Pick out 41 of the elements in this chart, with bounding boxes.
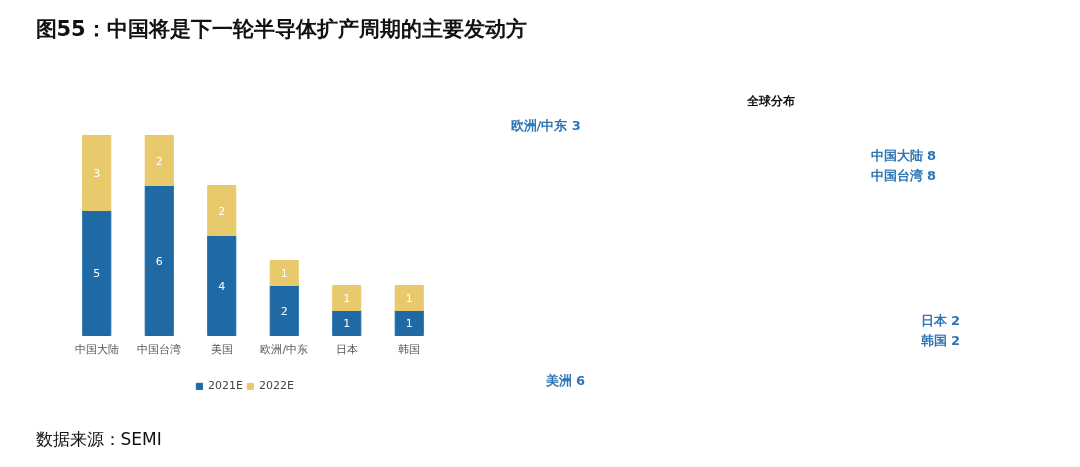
data-label: 1 [343,292,351,305]
text: 中国台湾 8 [870,168,937,183]
bar [269,260,299,286]
bar [394,310,424,336]
data-label: 4 [218,279,226,293]
text: 日本 2 [920,313,961,328]
bar [394,285,424,311]
x-tick-label: 美国 [210,343,233,356]
text: 全球分布 [745,93,795,108]
x-tick-label: 中国台湾 [137,343,182,356]
bar [207,235,237,336]
data-label: 2 [280,304,288,318]
legend-label: 2022E [258,379,294,392]
data-label: 6 [155,254,163,268]
data-label: 2 [218,204,226,218]
x-tick-label: 韩国 [398,343,421,356]
text: 欧洲/中东 3 [510,118,581,133]
bar [207,185,237,236]
bar [144,185,174,336]
legend-label: 2021E [208,379,243,392]
x-tick-label: 欧洲/中东 [260,343,309,356]
source-note: 数据来源：SEMI [35,428,162,449]
data-label: 1 [405,317,413,330]
bar [82,210,112,336]
text: 韩国 2 [919,333,961,348]
text: 中国大陆 8 [870,148,937,163]
data-label: 3 [93,167,101,180]
x-tick-label: 中国大陆 [74,343,119,356]
data-label: 2 [155,154,163,168]
bar [82,135,112,211]
x-tick-label: 日本 [335,343,358,356]
bar [269,285,299,336]
bar [144,135,174,186]
bar [332,310,362,336]
chart-title: 图55：中国将是下一轮半导体扩产周期的主要发动方 [35,16,527,41]
data-label: 1 [405,292,413,305]
data-label: 1 [343,317,351,330]
bar [332,285,362,311]
text: 美洲 6 [544,373,586,388]
data-label: 1 [280,267,288,280]
data-label: 5 [93,267,101,280]
